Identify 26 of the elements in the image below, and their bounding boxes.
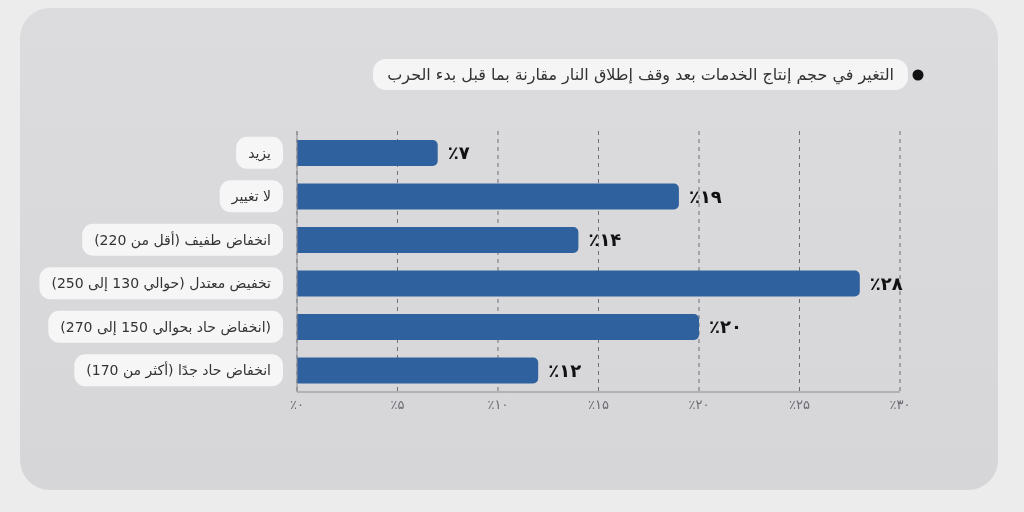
chart-title: التغير في حجم إنتاج الخدمات بعد وقف إطلاق النار مقارنة بما قبل بدء الحرب — [373, 59, 908, 90]
bar — [297, 357, 539, 384]
bar — [297, 270, 860, 297]
x-tick-label: ٪۲۰ — [688, 397, 710, 413]
y-tick-label: تخفيض معتدل (حوالي 130 إلى 250) — [51, 275, 272, 293]
y-tick-label: لا تغيير — [230, 188, 271, 206]
data-label: ٪۱۲ — [548, 359, 582, 381]
bar — [297, 227, 579, 253]
data-label: ٪۲۸ — [869, 272, 903, 294]
x-tick-label: ٪۰ — [290, 397, 304, 413]
bar — [297, 183, 679, 210]
data-label: ٪۱۴ — [588, 229, 622, 251]
data-label: ٪۱۹ — [688, 185, 722, 207]
y-tick-label: انخفاض طفيف (أقل من 220) — [94, 230, 271, 249]
x-tick-label: ٪۲۵ — [789, 397, 810, 413]
bar — [297, 314, 699, 340]
y-tick-label: يزيد — [248, 144, 272, 162]
y-tick-label: انخفاض حاد جدًا (أكثر من 170) — [86, 361, 271, 380]
x-tick-label: ٪۱۰ — [487, 397, 509, 413]
x-tick-label: ٪۵ — [390, 397, 405, 413]
bar — [297, 140, 438, 166]
x-tick-label: ٪۱۵ — [588, 397, 609, 413]
data-label: ٪۷ — [447, 142, 470, 164]
x-tick-label: ٪۳۰ — [889, 397, 911, 413]
y-tick-label: (انخفاض حاد بحوالي 150 إلى 270) — [60, 318, 271, 336]
data-label: ٪۲۰ — [709, 316, 742, 338]
